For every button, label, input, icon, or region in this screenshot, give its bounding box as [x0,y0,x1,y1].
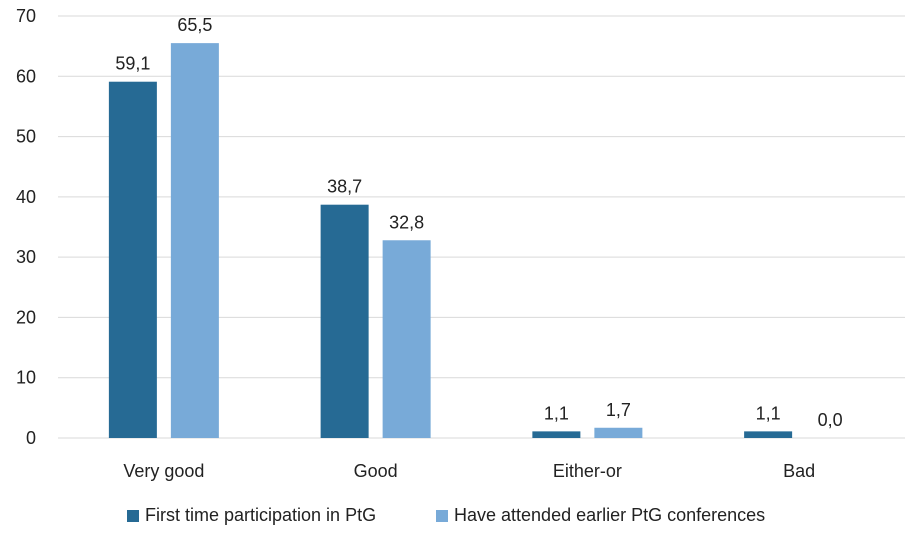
legend: First time participation in PtG Have atte… [127,505,765,525]
data-label: 65,5 [177,15,212,35]
y-tick-label: 30 [16,247,36,267]
bar [382,240,431,438]
bar [170,43,219,438]
bar [108,81,157,438]
y-tick-label: 20 [16,307,36,327]
bar [594,427,643,438]
data-labels: 59,1 65,5 38,7 32,8 1,1 1,7 1,1 0,0 [115,15,842,430]
data-label: 32,8 [389,212,424,232]
legend-label: First time participation in PtG [145,505,376,525]
y-tick-label: 70 [16,6,36,26]
legend-swatch [436,510,448,522]
y-axis-ticks: 0 10 20 30 40 50 60 70 [16,6,36,448]
x-category-label: Bad [783,461,815,481]
data-label: 1,1 [544,403,569,423]
x-axis-categories: Very good Good Either-or Bad [123,461,815,481]
y-tick-label: 0 [26,428,36,448]
data-label: 1,7 [606,400,631,420]
x-category-label: Either-or [553,461,622,481]
legend-label: Have attended earlier PtG conferences [454,505,765,525]
bar [744,431,793,438]
data-label: 38,7 [327,177,362,197]
bar [320,204,369,438]
y-tick-label: 40 [16,187,36,207]
x-category-label: Very good [123,461,204,481]
y-tick-label: 60 [16,66,36,86]
data-label: 1,1 [756,403,781,423]
data-label: 59,1 [115,54,150,74]
bars [108,43,793,438]
x-category-label: Good [354,461,398,481]
data-label: 0,0 [818,410,843,430]
y-tick-label: 10 [16,368,36,388]
legend-swatch [127,510,139,522]
y-tick-label: 50 [16,127,36,147]
bar [532,431,581,438]
